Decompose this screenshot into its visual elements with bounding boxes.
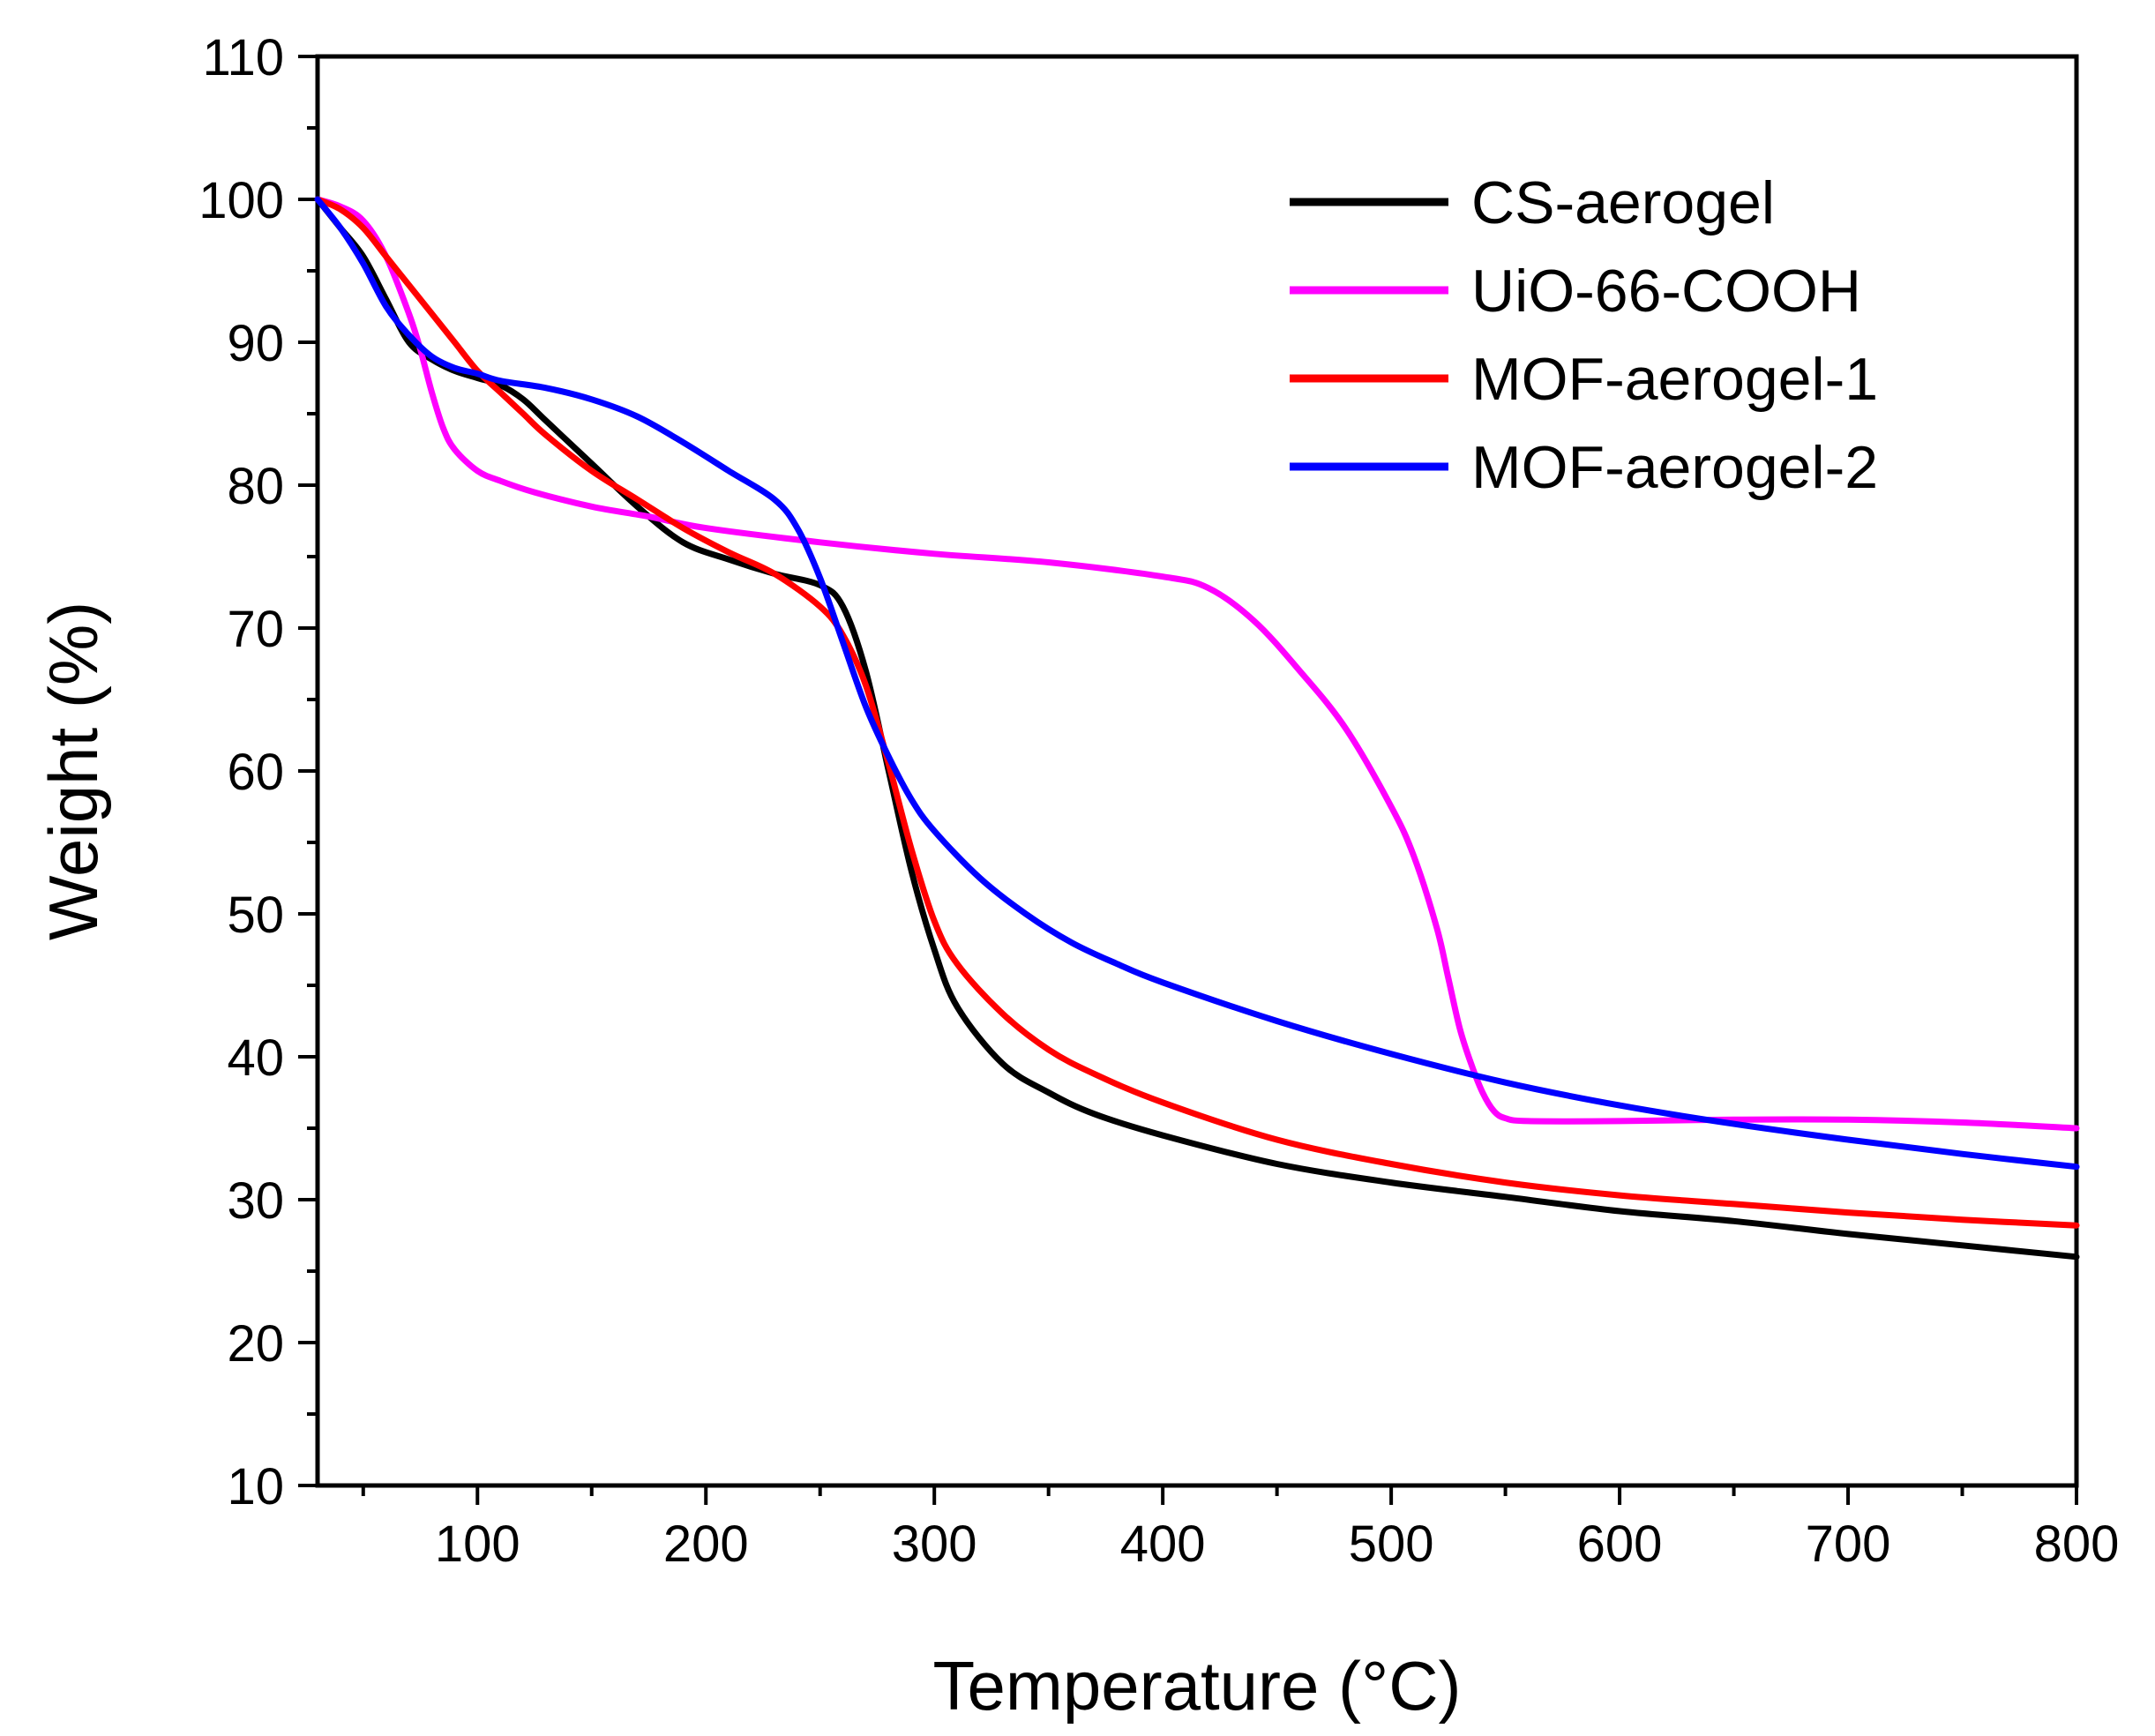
series-lines bbox=[314, 196, 2080, 1261]
x-tick-label: 400 bbox=[1120, 1515, 1206, 1573]
legend-label: UiO-66-COOH bbox=[1471, 258, 1861, 325]
x-tick-label: 500 bbox=[1349, 1515, 1434, 1573]
legend: CS-aerogel UiO-66-COOH MOF-aerogel-1 MOF-ae… bbox=[1290, 169, 1878, 501]
x-tick-label: 800 bbox=[2034, 1515, 2120, 1573]
y-tick-label: 100 bbox=[198, 172, 284, 229]
y-tick-label: 50 bbox=[227, 887, 284, 944]
series-line-1 bbox=[314, 196, 2080, 1132]
y-tick-label: 10 bbox=[227, 1458, 284, 1515]
x-tick-label: 600 bbox=[1577, 1515, 1663, 1573]
y-tick-label: 30 bbox=[227, 1172, 284, 1230]
y-tick-label: 40 bbox=[227, 1029, 284, 1087]
legend-label: CS-aerogel bbox=[1471, 169, 1775, 236]
y-tick-label: 90 bbox=[227, 315, 284, 372]
x-tick-label: 700 bbox=[1806, 1515, 1891, 1573]
series-line-3 bbox=[314, 196, 2080, 1171]
x-axis-title: Temperature (°C) bbox=[932, 1647, 1461, 1725]
legend-label: MOF-aerogel-2 bbox=[1471, 434, 1878, 501]
x-tick-label: 100 bbox=[435, 1515, 520, 1573]
x-tick-label: 200 bbox=[663, 1515, 749, 1573]
y-tick-label: 70 bbox=[227, 601, 284, 658]
y-axis-title: Weight (%) bbox=[34, 602, 112, 940]
y-tick-label: 80 bbox=[227, 458, 284, 515]
x-tick-label: 300 bbox=[892, 1515, 977, 1573]
y-tick-label: 110 bbox=[203, 29, 284, 86]
y-tick-label: 20 bbox=[227, 1315, 284, 1373]
axis-ticks: 100 200 300 400 500 600 700 800 10 20 30 40 50 60 70 80… bbox=[198, 29, 2119, 1573]
legend-label: MOF-aerogel-1 bbox=[1471, 346, 1878, 413]
y-tick-label: 60 bbox=[227, 744, 284, 801]
